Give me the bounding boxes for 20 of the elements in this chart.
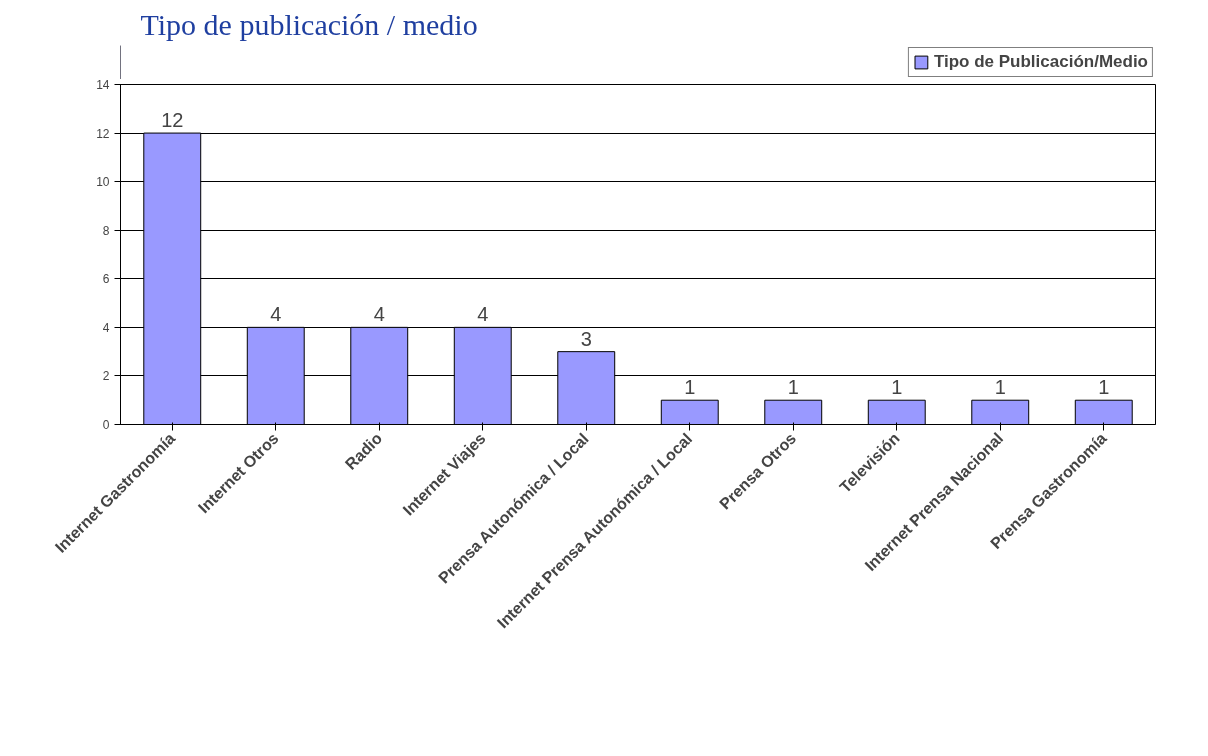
data-label: 1: [787, 376, 799, 399]
y-tick-label: 10: [96, 175, 110, 190]
y-tick-label: 14: [96, 78, 110, 92]
data-label: 1: [1098, 376, 1110, 399]
y-tick-label: 0: [102, 418, 110, 432]
y-tick-label: 12: [96, 126, 110, 141]
data-label: 1: [684, 376, 696, 399]
y-tick-label: 6: [102, 272, 110, 287]
data-label: 1: [891, 376, 903, 399]
y-tick-label: 4: [102, 320, 110, 335]
data-label: 4: [270, 303, 282, 326]
y-tick-label: 2: [102, 369, 110, 384]
y-tick-label: 8: [102, 223, 110, 238]
legend-label: Tipo de Publicación/Medio: [933, 52, 1148, 72]
data-label: 1: [994, 376, 1006, 399]
data-label: 12: [161, 109, 184, 132]
data-label: 4: [477, 303, 489, 326]
data-label: 3: [580, 327, 592, 350]
chart-title: Tipo de publicación / medio: [140, 7, 478, 41]
data-label: 4: [373, 303, 385, 326]
